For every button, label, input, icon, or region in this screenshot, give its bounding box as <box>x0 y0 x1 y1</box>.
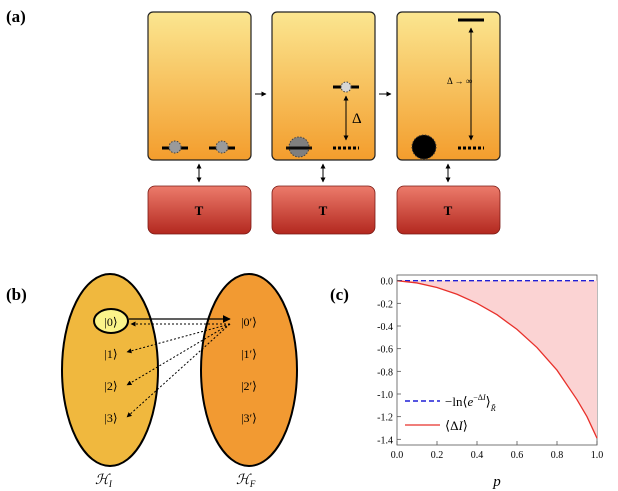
final-space-label: ℋF <box>236 473 256 489</box>
y-axis-ticks: 0.0 -0.2 -0.4 -0.6 -0.8 -1.0 -1.2 -1.4 <box>377 277 401 446</box>
highlighted-state <box>93 308 129 334</box>
backward-transition-arrow <box>126 323 231 418</box>
x-tick-label: 0.2 <box>431 450 444 461</box>
y-tick-label: -0.8 <box>377 367 393 378</box>
panel-b-label: (b) <box>6 285 27 304</box>
left-state: |2⟩ <box>104 379 117 393</box>
x-tick-label: 0.6 <box>511 450 524 461</box>
y-tick-label: -1.2 <box>377 413 393 424</box>
reservoir-3 <box>396 185 501 235</box>
delta-label: Δ <box>352 111 362 127</box>
reservoir-label: T <box>444 203 453 218</box>
legend-entry-solid: ⟨ΔI⟩ <box>445 418 468 433</box>
backward-transition-arrow <box>126 323 231 354</box>
x-tick-label: 0.8 <box>551 450 564 461</box>
y-tick-label: -0.4 <box>377 322 393 333</box>
particle-icon <box>168 140 182 154</box>
particle-icon <box>215 140 229 154</box>
y-tick-label: 0.0 <box>381 277 394 288</box>
x-axis-ticks: 0.0 0.2 0.4 0.6 0.8 1.0 <box>391 441 604 461</box>
delta-inf-label: Δ → ∞ <box>447 76 472 86</box>
energy-box-2 <box>271 11 376 161</box>
reservoir-label: T <box>319 203 328 218</box>
y-tick-label: -1.4 <box>377 435 393 446</box>
left-state: |1⟩ <box>104 347 117 361</box>
panel-c-label: (c) <box>330 285 349 304</box>
hilbert-space-final <box>200 273 298 467</box>
left-state: |3⟩ <box>104 411 117 425</box>
y-tick-label: -0.6 <box>377 345 393 356</box>
left-state: |0⟩ <box>104 315 117 329</box>
reservoir-label: T <box>195 203 204 218</box>
y-tick-label: -0.2 <box>377 299 393 310</box>
x-tick-label: 0.0 <box>391 450 404 461</box>
energy-box-3 <box>396 11 501 161</box>
panel-a-label: (a) <box>6 7 26 26</box>
series-line-solid <box>396 280 598 439</box>
x-tick-label: 0.4 <box>471 450 484 461</box>
line-chart: 0.0 0.2 0.4 0.6 0.8 1.0 0.0 -0.2 -0.4 -0.6 -0.8 -1… <box>377 274 604 490</box>
right-state: |1′⟩ <box>241 347 257 361</box>
particle-icon <box>340 81 352 93</box>
reservoir-1 <box>147 185 252 235</box>
initial-space-label: ℋI <box>95 473 113 489</box>
x-axis-label: p <box>492 474 501 490</box>
hilbert-space-initial <box>61 273 159 467</box>
y-tick-label: -1.0 <box>377 390 393 401</box>
x-tick-label: 1.0 <box>591 450 604 461</box>
reservoir-2 <box>271 185 376 235</box>
energy-box-1 <box>147 11 252 161</box>
shaded-region <box>397 280 597 439</box>
right-state: |2′⟩ <box>241 379 257 393</box>
particle-icon <box>411 134 437 160</box>
legend: −ln⟨e−ΔI⟩R̃ ⟨ΔI⟩ <box>405 393 496 433</box>
right-state: |3′⟩ <box>241 411 257 425</box>
right-state: |0′⟩ <box>241 315 257 329</box>
